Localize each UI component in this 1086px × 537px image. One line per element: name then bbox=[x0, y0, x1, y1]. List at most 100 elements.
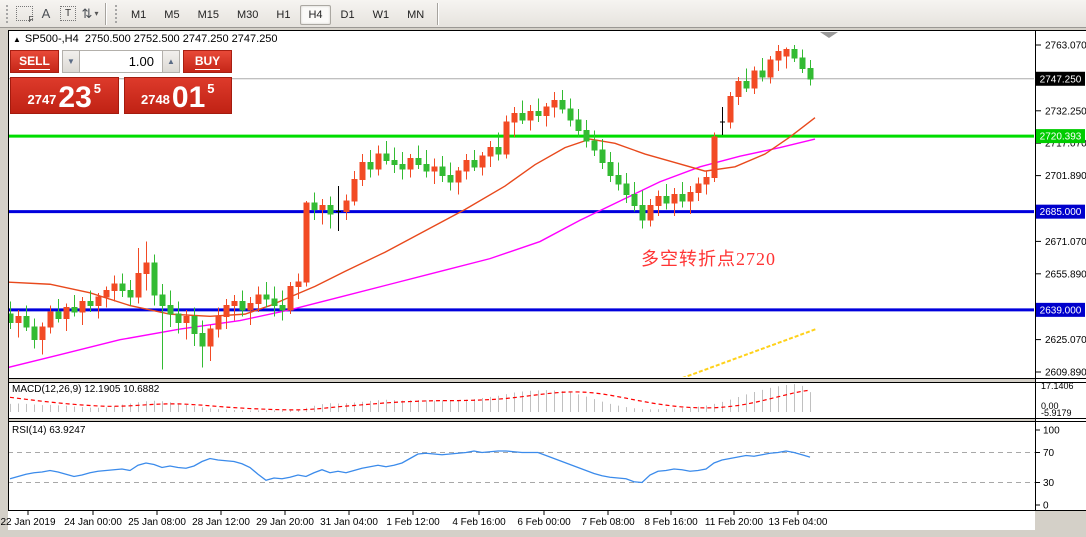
toolbar-grip[interactable] bbox=[5, 3, 10, 24]
sell-button-label: SELL bbox=[19, 53, 50, 70]
candle-body bbox=[623, 183, 630, 196]
candle-body bbox=[567, 108, 574, 121]
rsi-layer bbox=[8, 450, 1035, 484]
timeframe-group: M1 M5 M15 M30 H1 H4 D1 W1 MN bbox=[122, 4, 433, 25]
candle-body bbox=[79, 300, 86, 313]
candle-body bbox=[127, 290, 134, 298]
candle-body bbox=[319, 204, 326, 211]
time-tick-label: 24 Jan 00:00 bbox=[64, 517, 122, 528]
timeframe-button-m5[interactable]: M5 bbox=[164, 8, 180, 21]
price-badge-label: 2685.000 bbox=[1040, 207, 1082, 218]
rsi-axis-label: 70 bbox=[1043, 448, 1055, 459]
time-tick-label: 22 Jan 2019 bbox=[0, 517, 55, 528]
timeframe-button-m1[interactable]: M1 bbox=[131, 8, 147, 21]
time-tick-label: 31 Jan 04:00 bbox=[320, 517, 378, 528]
time-tick-label: 7 Feb 08:00 bbox=[581, 517, 635, 528]
candle-body bbox=[791, 48, 798, 59]
candle-body bbox=[295, 281, 302, 287]
price-badge-label: 2639.000 bbox=[1040, 305, 1082, 316]
candle-body bbox=[143, 262, 150, 275]
candle-body bbox=[391, 159, 398, 166]
candle-body bbox=[543, 106, 550, 117]
buy-button[interactable]: BUY bbox=[183, 50, 232, 73]
timeframe-button-w1[interactable]: W1 bbox=[372, 8, 390, 21]
candle-body bbox=[503, 121, 510, 155]
candle-body bbox=[647, 204, 654, 221]
candle-body bbox=[695, 183, 702, 193]
candle-body bbox=[687, 191, 694, 202]
sell-button[interactable]: SELL bbox=[10, 50, 59, 73]
buy-price-display[interactable]: 2748 01 5 bbox=[123, 77, 232, 114]
candle-body bbox=[175, 313, 182, 324]
timeframe-button-m15[interactable]: M15 bbox=[197, 8, 219, 21]
candle-body bbox=[519, 112, 526, 121]
macd-panel-background bbox=[8, 383, 1035, 418]
volume-input[interactable]: 1.00 bbox=[128, 54, 154, 69]
candle-body bbox=[591, 140, 598, 151]
candle-body bbox=[639, 204, 646, 221]
price-axis: 2763.070 2732.250 2717.070 2701.890 2671.070… bbox=[1036, 41, 1086, 379]
text-box-icon[interactable]: T bbox=[57, 3, 79, 25]
time-tick-label: 4 Feb 16:00 bbox=[452, 517, 506, 528]
dropdown-caret-icon[interactable]: ▾ bbox=[94, 9, 99, 18]
toolbar: F A T ⇅ ▾ M1 M5 M15 M30 H1 H4 D1 W1 MN bbox=[0, 0, 1086, 28]
candle-body bbox=[767, 59, 774, 78]
candle-body bbox=[511, 112, 518, 123]
candle-body bbox=[775, 51, 782, 61]
candle-body bbox=[271, 298, 278, 307]
macd-layer bbox=[9, 384, 811, 412]
candle-body bbox=[207, 328, 214, 347]
timeframe-button-mn[interactable]: MN bbox=[407, 8, 425, 21]
candle-body bbox=[679, 194, 686, 202]
candle-body bbox=[759, 70, 766, 78]
candle-body bbox=[743, 80, 750, 89]
time-tick-label: 29 Jan 20:00 bbox=[256, 517, 314, 528]
toolbar-grip[interactable] bbox=[114, 3, 119, 24]
candle-body bbox=[535, 110, 542, 117]
candle-body bbox=[119, 283, 126, 292]
candle-body bbox=[31, 326, 38, 341]
timeframe-button-h1[interactable]: H1 bbox=[276, 8, 291, 21]
candle-body bbox=[735, 80, 742, 97]
sell-price-display[interactable]: 2747 23 5 bbox=[10, 77, 119, 114]
time-tick-label: 6 Feb 00:00 bbox=[517, 517, 571, 528]
candle-body bbox=[351, 179, 358, 202]
volume-increase-button[interactable]: ▲ bbox=[162, 51, 179, 72]
candle-body bbox=[527, 110, 534, 121]
candle-body bbox=[423, 164, 430, 172]
volume-stepper: ▼ 1.00 ▲ bbox=[62, 50, 180, 73]
candle-body bbox=[711, 136, 718, 179]
chart-shift-marker[interactable] bbox=[820, 32, 838, 38]
candle-body bbox=[47, 311, 54, 328]
price-badge-label: 2747.250 bbox=[1040, 74, 1082, 85]
candle-body bbox=[631, 194, 638, 206]
timeframe-button-h4[interactable]: H4 bbox=[300, 4, 331, 25]
time-axis-background bbox=[8, 510, 1035, 530]
candle-body bbox=[599, 149, 606, 164]
candle-body bbox=[439, 166, 446, 176]
timeframe-button-d1[interactable]: D1 bbox=[340, 8, 355, 21]
price-tick-label: 2732.250 bbox=[1045, 106, 1086, 117]
candle-body bbox=[447, 174, 454, 183]
time-tick-label: 1 Feb 12:00 bbox=[386, 517, 440, 528]
candle-body bbox=[367, 162, 374, 170]
candle-body bbox=[375, 153, 382, 170]
candle-body bbox=[655, 196, 662, 206]
candle-body bbox=[455, 170, 462, 183]
cursor-arrows-icon[interactable]: ⇅ ▾ bbox=[79, 3, 101, 25]
indicator-frame-icon[interactable]: F bbox=[13, 3, 35, 25]
timeframe-button-m30[interactable]: M30 bbox=[236, 8, 259, 21]
candle-body bbox=[287, 285, 294, 311]
candle-body bbox=[583, 130, 590, 142]
volume-decrease-button[interactable]: ▼ bbox=[63, 51, 80, 72]
candle-body bbox=[159, 294, 166, 307]
text-label-icon[interactable]: A bbox=[41, 6, 51, 21]
candle-body bbox=[9, 313, 14, 324]
buy-price-pip-digit: 5 bbox=[207, 81, 215, 96]
rsi-axis-label: 30 bbox=[1043, 478, 1055, 489]
sell-price-prefix: 2747 bbox=[27, 92, 57, 107]
time-tick-label: 11 Feb 20:00 bbox=[705, 517, 764, 528]
sell-price-big-digits: 23 bbox=[58, 81, 92, 114]
candle-body bbox=[167, 305, 174, 315]
